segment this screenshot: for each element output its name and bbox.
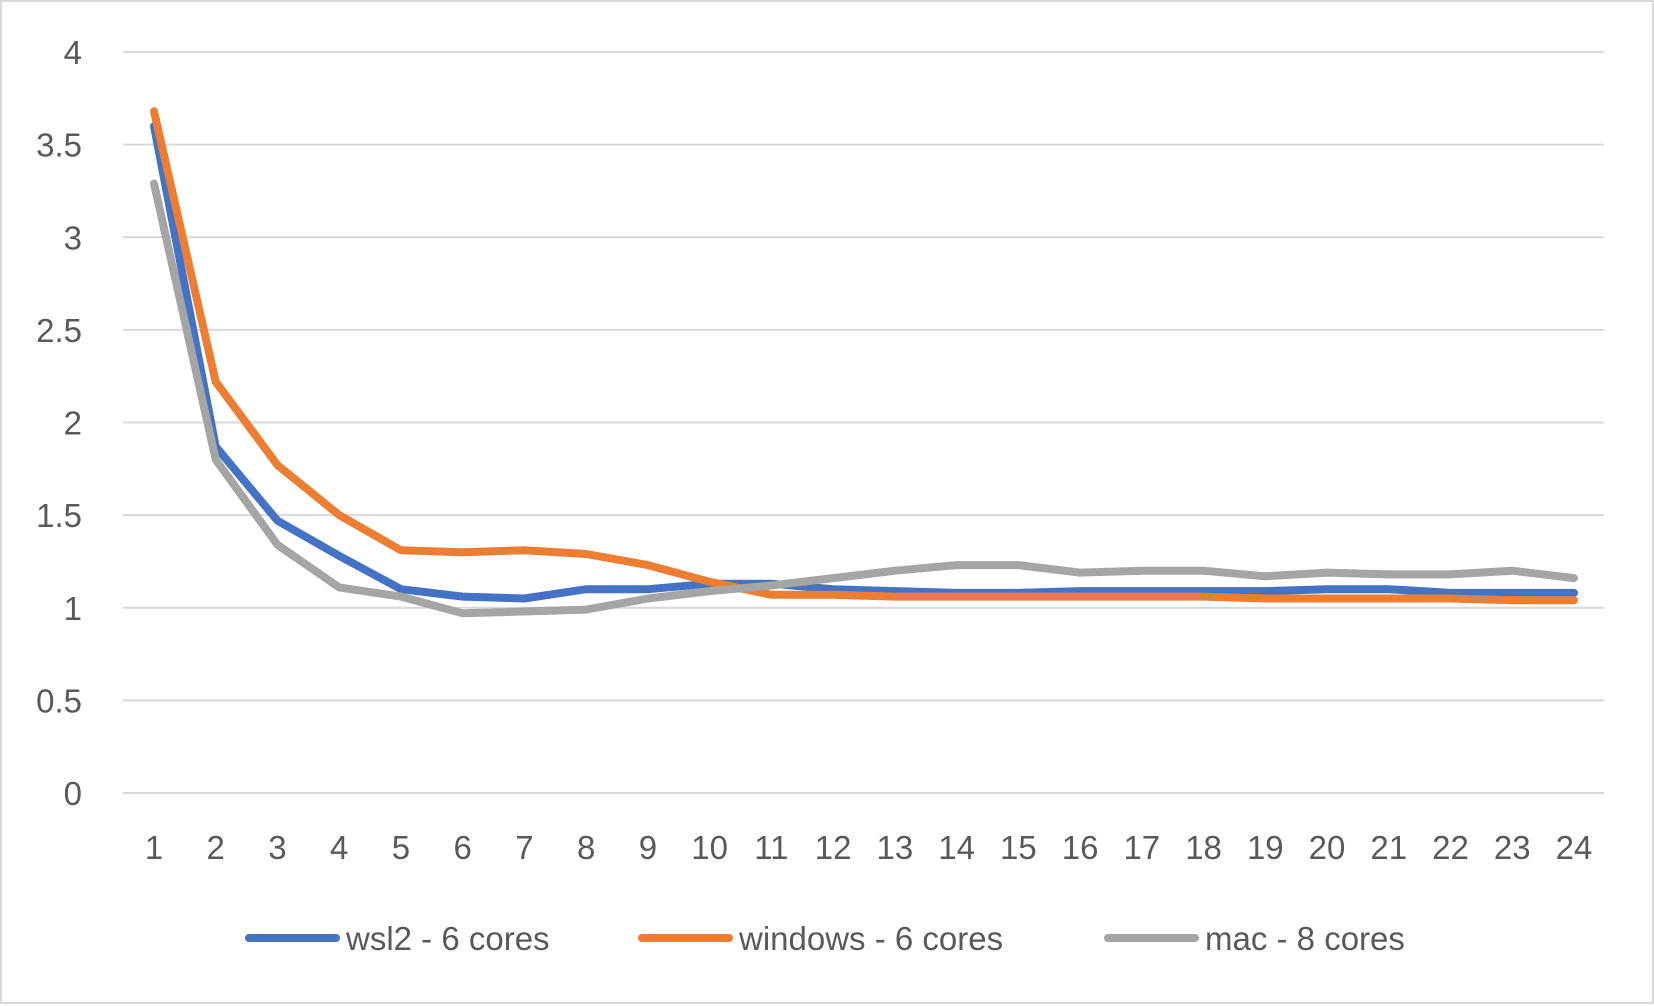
y-tick-label: 3 bbox=[64, 219, 82, 256]
x-tick-label: 18 bbox=[1185, 829, 1222, 866]
y-tick-label: 0.5 bbox=[36, 682, 82, 719]
x-tick-label: 17 bbox=[1123, 829, 1160, 866]
x-tick-label: 9 bbox=[639, 829, 657, 866]
x-tick-label: 13 bbox=[877, 829, 914, 866]
y-tick-label: 2.5 bbox=[36, 312, 82, 349]
x-tick-label: 4 bbox=[330, 829, 348, 866]
x-tick-label: 20 bbox=[1309, 829, 1346, 866]
y-tick-label: 1.5 bbox=[36, 497, 82, 534]
y-tick-label: 3.5 bbox=[36, 127, 82, 164]
legend-item-2: mac - 8 cores bbox=[1108, 920, 1405, 957]
y-tick-label: 0 bbox=[64, 775, 82, 812]
x-tick-label: 21 bbox=[1370, 829, 1407, 866]
x-tick-label: 6 bbox=[454, 829, 472, 866]
x-tick-label: 15 bbox=[1000, 829, 1037, 866]
x-tick-label: 2 bbox=[207, 829, 225, 866]
x-tick-label: 5 bbox=[392, 829, 410, 866]
legend: wsl2 - 6 cores windows - 6 cores mac - 8 c… bbox=[249, 920, 1405, 957]
x-tick-label: 19 bbox=[1247, 829, 1284, 866]
y-axis-tick-labels: 0 0.5 1 1.5 2 2.5 3 3.5 4 bbox=[36, 34, 82, 812]
gridlines bbox=[123, 52, 1604, 793]
legend-label: windows - 6 cores bbox=[738, 920, 1003, 957]
x-tick-label: 1 bbox=[145, 829, 163, 866]
series-line-2 bbox=[154, 184, 1574, 614]
y-tick-label: 4 bbox=[64, 34, 82, 71]
x-tick-label: 16 bbox=[1062, 829, 1099, 866]
series-2 bbox=[154, 183, 1574, 613]
x-tick-label: 12 bbox=[815, 829, 852, 866]
legend-item-0: wsl2 - 6 cores bbox=[249, 920, 550, 957]
x-tick-label: 14 bbox=[938, 829, 975, 866]
x-tick-label: 7 bbox=[515, 829, 533, 866]
series-1 bbox=[154, 111, 1574, 600]
legend-item-1: windows - 6 cores bbox=[642, 920, 1003, 957]
x-tick-label: 22 bbox=[1432, 829, 1469, 866]
x-tick-label: 11 bbox=[754, 829, 788, 866]
y-tick-label: 1 bbox=[64, 590, 82, 627]
y-tick-label: 2 bbox=[64, 405, 82, 442]
x-tick-label: 24 bbox=[1556, 829, 1593, 866]
series-lines bbox=[154, 111, 1574, 613]
x-tick-label: 10 bbox=[691, 829, 728, 866]
x-tick-label: 23 bbox=[1494, 829, 1531, 866]
legend-label: mac - 8 cores bbox=[1205, 920, 1405, 957]
x-tick-label: 8 bbox=[577, 829, 595, 866]
x-tick-label: 3 bbox=[268, 829, 286, 866]
series-line-1 bbox=[154, 111, 1574, 600]
legend-label: wsl2 - 6 cores bbox=[345, 920, 550, 957]
